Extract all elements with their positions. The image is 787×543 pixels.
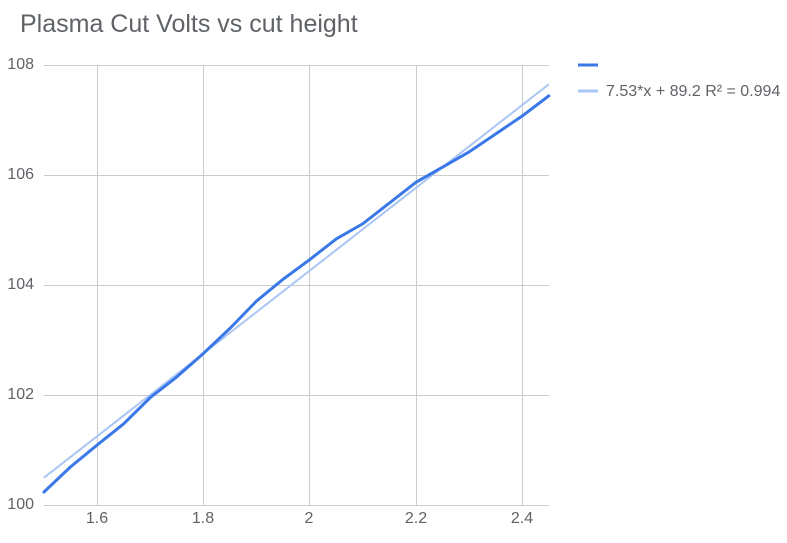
svg-text:2.4: 2.4 <box>511 510 533 527</box>
svg-text:7.53*x + 89.2 R² = 0.994: 7.53*x + 89.2 R² = 0.994 <box>606 83 780 100</box>
svg-text:2.2: 2.2 <box>405 510 427 527</box>
svg-text:104: 104 <box>7 276 34 293</box>
svg-text:100: 100 <box>7 496 34 513</box>
svg-text:1.6: 1.6 <box>86 510 108 527</box>
svg-text:102: 102 <box>7 386 34 403</box>
svg-text:1.8: 1.8 <box>192 510 214 527</box>
svg-text:108: 108 <box>7 56 34 73</box>
svg-text:2: 2 <box>305 510 314 527</box>
svg-text:106: 106 <box>7 166 34 183</box>
